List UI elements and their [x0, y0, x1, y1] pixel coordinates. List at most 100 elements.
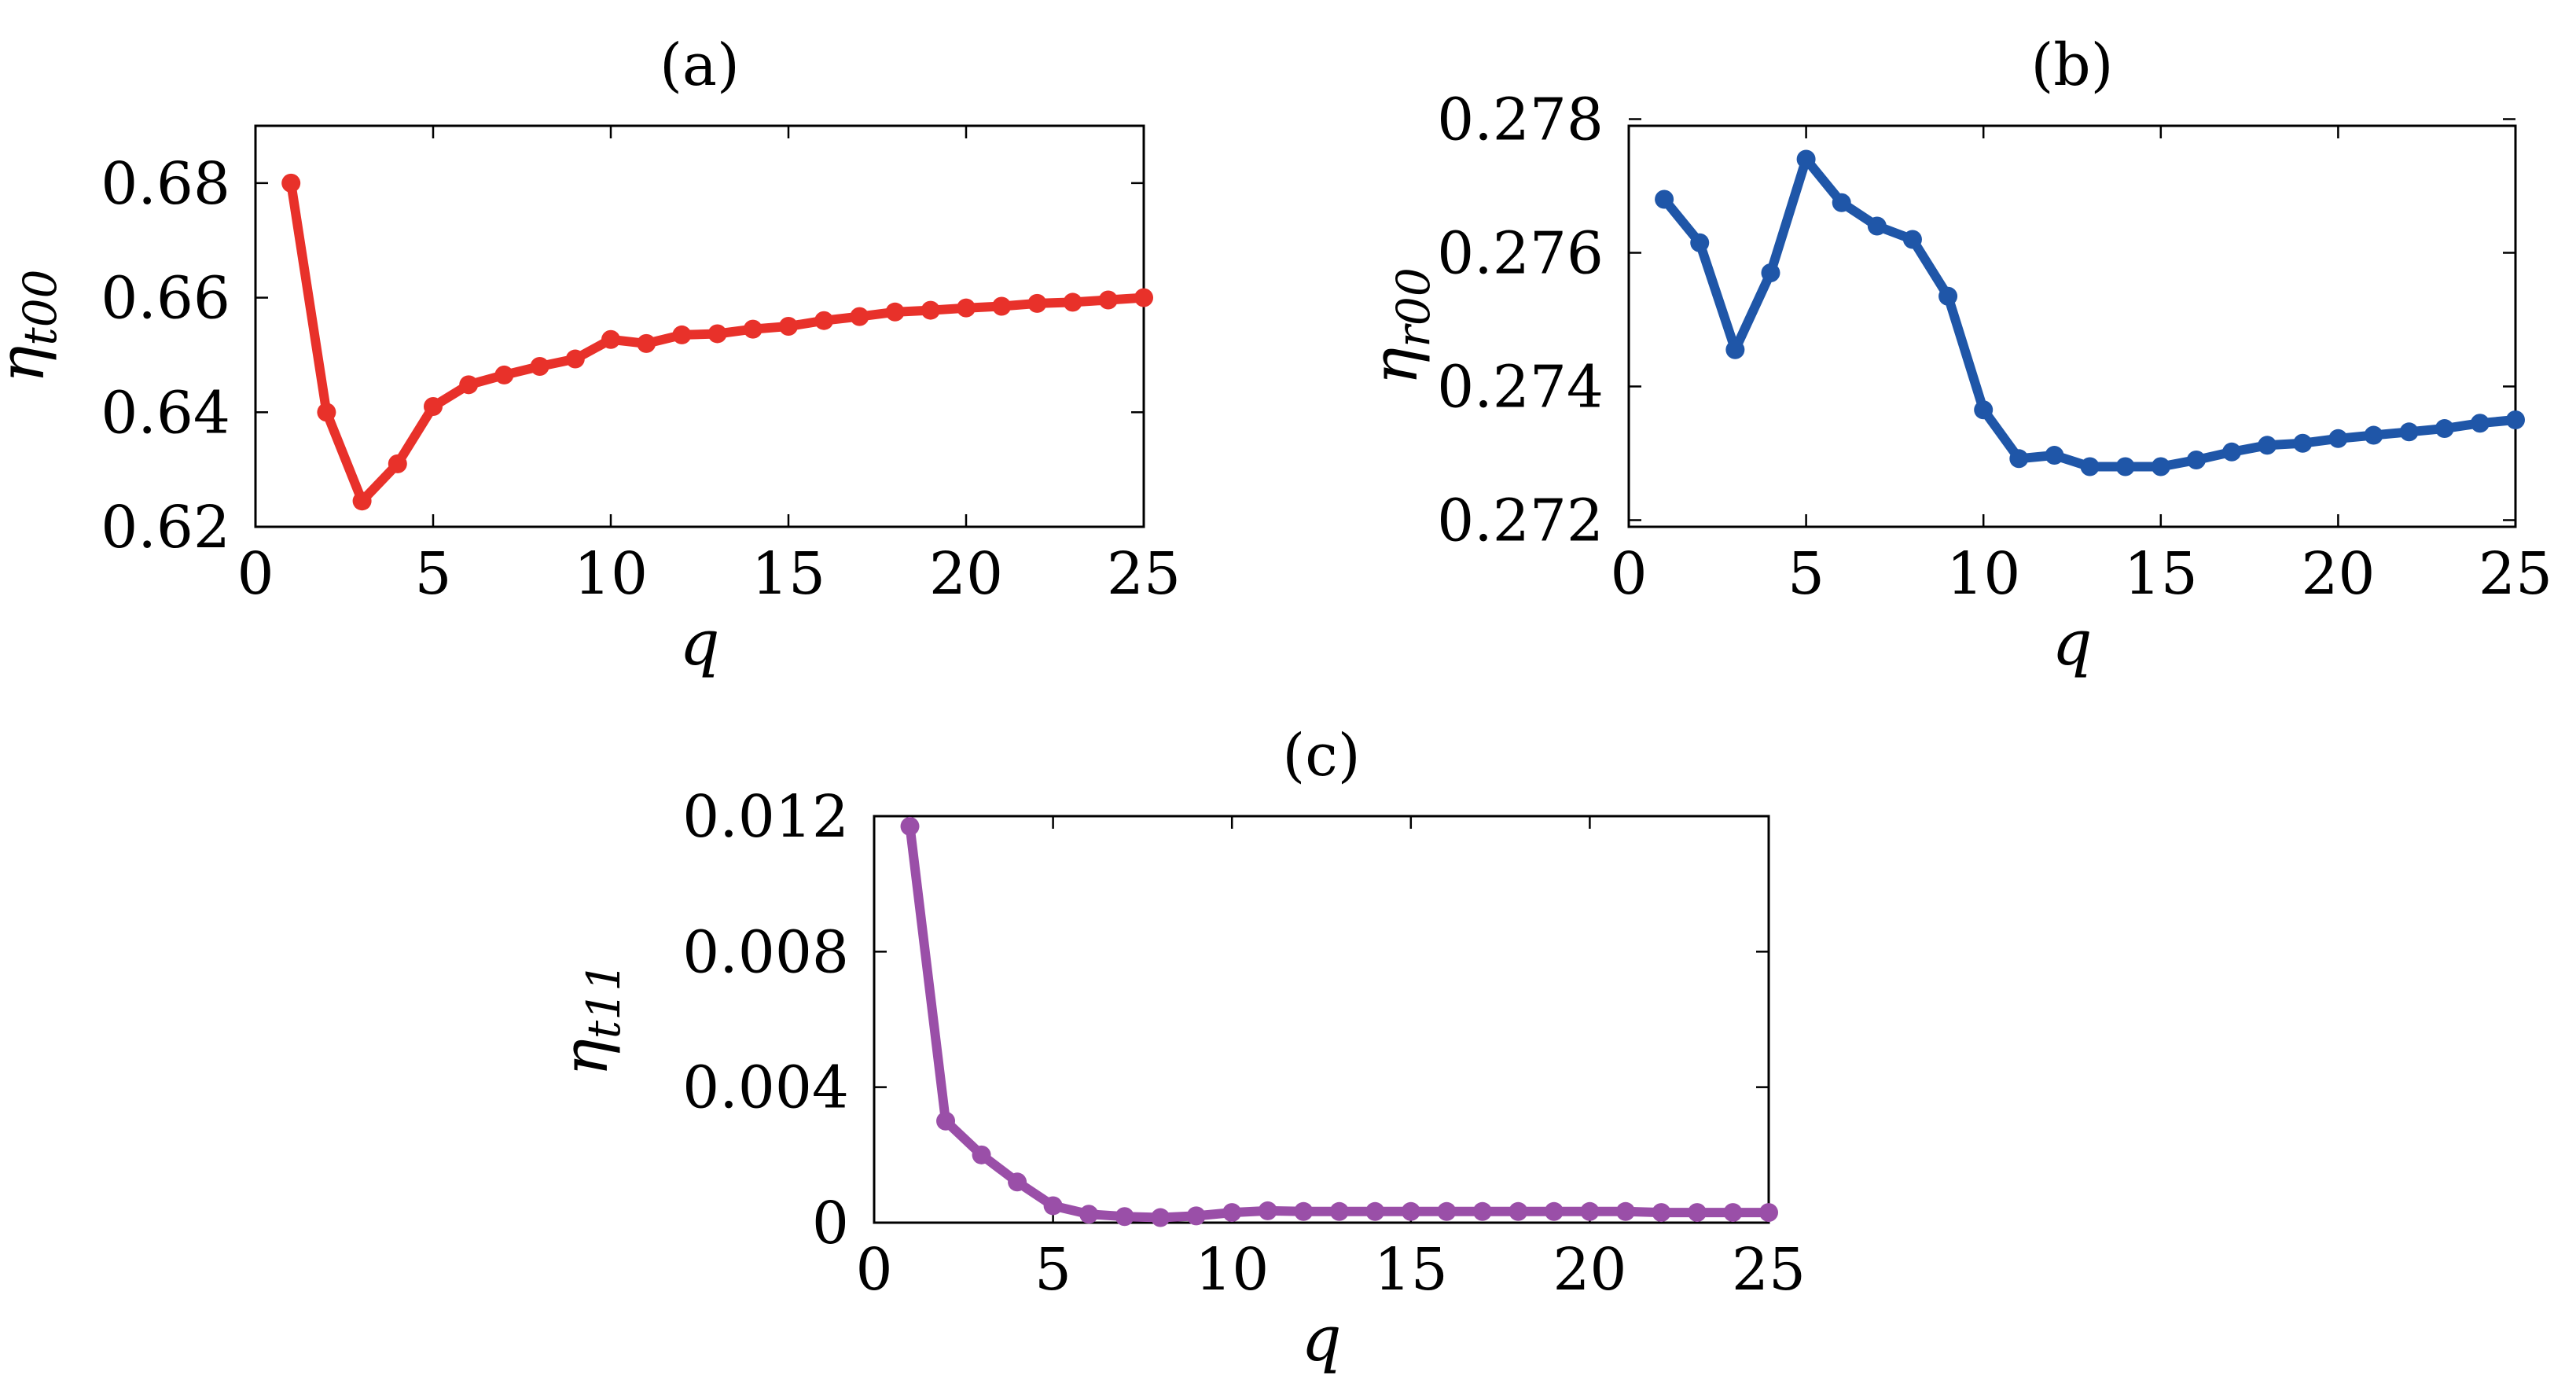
data-point: [2470, 414, 2490, 433]
data-point: [1690, 233, 1710, 252]
data-point: [565, 349, 585, 369]
data-point: [1472, 1201, 1492, 1221]
data-point: [1902, 230, 1922, 249]
data-point: [1294, 1201, 1314, 1221]
y-axis-label-subscript: t00: [13, 269, 67, 345]
data-point: [1796, 149, 1816, 169]
y-tick-label: 0.64: [101, 379, 230, 447]
y-tick-label: 0: [812, 1190, 849, 1257]
y-tick-label: 0.004: [682, 1054, 849, 1122]
data-point: [972, 1145, 991, 1164]
data-point: [1652, 1203, 1671, 1223]
data-point: [707, 324, 727, 344]
y-tick-label: 0.272: [1437, 487, 1604, 555]
data-point: [2186, 451, 2206, 469]
x-axis-label: q: [1301, 1302, 1341, 1375]
data-point: [459, 375, 479, 395]
data-point: [2151, 457, 2170, 476]
data-point: [2328, 429, 2348, 448]
data-point: [1401, 1201, 1420, 1221]
series-line-eta_t11: [905, 821, 1773, 1223]
panel-title: (c): [1282, 722, 1360, 789]
data-point: [1723, 1203, 1743, 1223]
x-tick-label: 5: [1034, 1236, 1071, 1304]
data-point: [1027, 293, 1047, 313]
panel-b: 0 5 10 15 20 25 0.272 0.274 0.276 0.278 (b) q ηr00: [1358, 31, 2552, 679]
data-point: [936, 1111, 956, 1131]
data-point: [1365, 1201, 1385, 1221]
data-point: [1508, 1201, 1528, 1221]
data-point: [2045, 446, 2064, 465]
data-point: [1079, 1205, 1099, 1224]
y-axis-label-symbol: η: [1358, 348, 1431, 385]
data-point: [317, 403, 336, 422]
data-point: [1043, 1196, 1063, 1216]
x-tick-label: 5: [414, 540, 451, 608]
y-tick-label: 0.68: [101, 150, 230, 218]
data-point: [352, 491, 372, 511]
data-point: [424, 397, 443, 416]
y-tick-label: 0.012: [682, 783, 849, 851]
x-tick-label: 20: [2301, 540, 2375, 608]
data-point: [743, 319, 763, 339]
y-tick-label: 0.008: [682, 918, 849, 986]
data-point: [494, 365, 514, 384]
panel-title: (a): [660, 31, 740, 99]
data-point: [1832, 193, 1851, 212]
data-point: [1974, 400, 1994, 420]
data-point: [281, 173, 301, 193]
data-point: [2222, 442, 2242, 462]
y-tick-label: 0.274: [1437, 354, 1604, 421]
data-point: [992, 296, 1012, 316]
y-axis-label: ηt11: [549, 962, 630, 1076]
data-point: [814, 311, 834, 330]
data-point: [2009, 449, 2029, 469]
data-point: [885, 302, 905, 322]
data-point: [1615, 1201, 1635, 1221]
y-axis-label-symbol: η: [549, 1039, 622, 1076]
x-tick-label: 10: [574, 540, 648, 608]
data-point: [2258, 436, 2277, 455]
data-point: [1580, 1201, 1600, 1221]
y-tick-label: 0.278: [1437, 86, 1604, 154]
y-tick-label: 0.276: [1437, 220, 1604, 288]
data-point: [672, 325, 692, 344]
data-point: [1759, 1203, 1778, 1223]
data-point: [388, 454, 407, 473]
data-point: [1329, 1201, 1349, 1221]
data-point: [1186, 1206, 1206, 1226]
x-tick-label: 0: [1610, 540, 1647, 608]
data-point: [2293, 433, 2313, 453]
data-point: [1222, 1203, 1242, 1223]
data-point: [1867, 216, 1887, 236]
panel-title: (b): [2030, 31, 2113, 99]
x-tick-label: 10: [1946, 540, 2020, 608]
data-point: [1151, 1208, 1170, 1227]
data-point: [1761, 263, 1780, 282]
y-axis-label-subscript: r00: [1387, 267, 1440, 348]
data-point: [1725, 340, 1745, 359]
x-tick-label: 20: [929, 540, 1003, 608]
x-tick-label: 0: [237, 540, 274, 608]
data-point: [1258, 1201, 1277, 1220]
x-tick-label: 10: [1195, 1236, 1269, 1304]
y-axis-label-symbol: η: [0, 346, 58, 384]
y-tick-label: 0.62: [101, 494, 230, 561]
data-point: [1008, 1172, 1027, 1192]
y-axis-label: ηt00: [0, 269, 67, 383]
data-point: [779, 317, 798, 336]
x-tick-label: 25: [1107, 540, 1181, 608]
x-tick-label: 25: [2479, 540, 2552, 608]
x-tick-label: 5: [1788, 540, 1825, 608]
x-tick-label: 15: [2124, 540, 2198, 608]
data-point: [850, 307, 869, 326]
data-point: [2506, 410, 2525, 429]
data-point: [2435, 419, 2454, 439]
data-point: [530, 357, 549, 376]
data-point: [601, 329, 620, 349]
y-tick-label: 0.66: [101, 265, 230, 333]
data-point: [921, 300, 940, 320]
data-point: [900, 816, 920, 836]
x-tick-label: 20: [1553, 1236, 1626, 1304]
